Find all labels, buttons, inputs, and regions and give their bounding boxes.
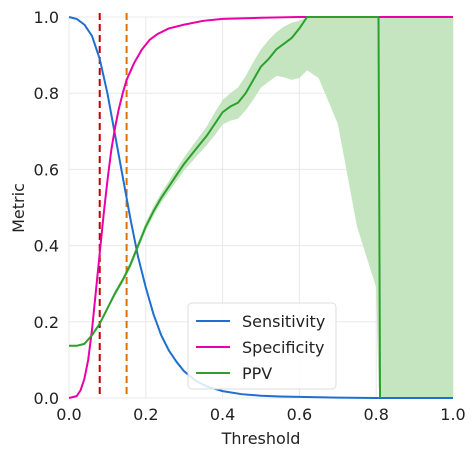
y-tick-label: 0.8 [34, 84, 59, 103]
sensitivity-line [68, 16, 453, 399]
legend-label-ppv: PPV [242, 364, 272, 383]
x-tick-label: 0.2 [133, 405, 158, 424]
y-tick-label: 1.0 [34, 8, 59, 27]
y-tick-label: 0.2 [34, 313, 59, 332]
y-axis-label: Metric [9, 183, 28, 233]
x-axis-label: Threshold [221, 429, 301, 448]
ppv-line [69, 16, 382, 399]
ppv-confidence-band [69, 17, 453, 398]
legend: Sensitivity Specificity PPV [187, 302, 337, 390]
ppv-confidence-band-layer [69, 17, 453, 398]
threshold-markers [98, 13, 128, 398]
series-lines [68, 16, 453, 399]
legend-label-specificity: Specificity [242, 338, 324, 357]
y-tick-label: 0.4 [34, 237, 59, 256]
x-tick-label: 0.0 [56, 405, 81, 424]
x-tick-label: 0.6 [287, 405, 312, 424]
legend-box [187, 302, 337, 390]
x-tick-label: 0.4 [210, 405, 235, 424]
specificity-line [68, 16, 453, 399]
x-tick-label: 1.0 [440, 405, 465, 424]
tick-labels: 0.0 0.2 0.4 0.6 0.8 1.0 0.0 0.2 0.4 0.6 0.8 1.0 [34, 8, 466, 424]
legend-label-sensitivity: Sensitivity [242, 312, 325, 331]
y-tick-label: 0.6 [34, 160, 59, 179]
y-tick-label: 0.0 [34, 389, 59, 408]
x-tick-label: 0.8 [363, 405, 388, 424]
